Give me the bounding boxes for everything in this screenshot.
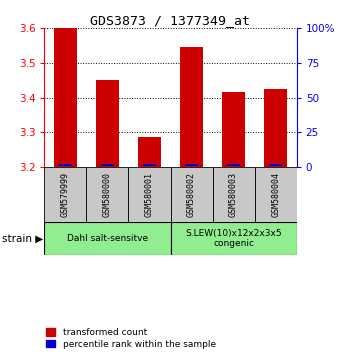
Bar bbox=[227, 164, 240, 166]
Bar bbox=[170, 167, 212, 222]
Title: GDS3873 / 1377349_at: GDS3873 / 1377349_at bbox=[90, 14, 251, 27]
Bar bbox=[212, 167, 255, 222]
Bar bbox=[59, 164, 72, 166]
Bar bbox=[54, 28, 77, 167]
Bar bbox=[129, 167, 170, 222]
Text: Dahl salt-sensitve: Dahl salt-sensitve bbox=[67, 234, 148, 243]
Text: GSM580004: GSM580004 bbox=[271, 172, 280, 217]
Bar bbox=[101, 164, 114, 166]
Bar bbox=[264, 89, 287, 167]
Text: strain ▶: strain ▶ bbox=[2, 234, 44, 244]
Text: GSM580001: GSM580001 bbox=[145, 172, 154, 217]
Bar bbox=[185, 164, 198, 166]
Bar bbox=[180, 47, 203, 167]
Bar bbox=[143, 164, 156, 166]
Bar bbox=[86, 167, 129, 222]
Bar bbox=[96, 80, 119, 167]
Text: S.LEW(10)x12x2x3x5
congenic: S.LEW(10)x12x2x3x5 congenic bbox=[185, 229, 282, 248]
Text: GSM580000: GSM580000 bbox=[103, 172, 112, 217]
Text: GSM579999: GSM579999 bbox=[61, 172, 70, 217]
Text: GSM580002: GSM580002 bbox=[187, 172, 196, 217]
Bar bbox=[222, 92, 245, 167]
Bar bbox=[170, 222, 297, 255]
Text: GSM580003: GSM580003 bbox=[229, 172, 238, 217]
Bar bbox=[269, 164, 282, 166]
Bar bbox=[44, 222, 170, 255]
Legend: transformed count, percentile rank within the sample: transformed count, percentile rank withi… bbox=[45, 327, 217, 349]
Bar bbox=[138, 137, 161, 167]
Bar bbox=[44, 167, 86, 222]
Bar bbox=[255, 167, 297, 222]
